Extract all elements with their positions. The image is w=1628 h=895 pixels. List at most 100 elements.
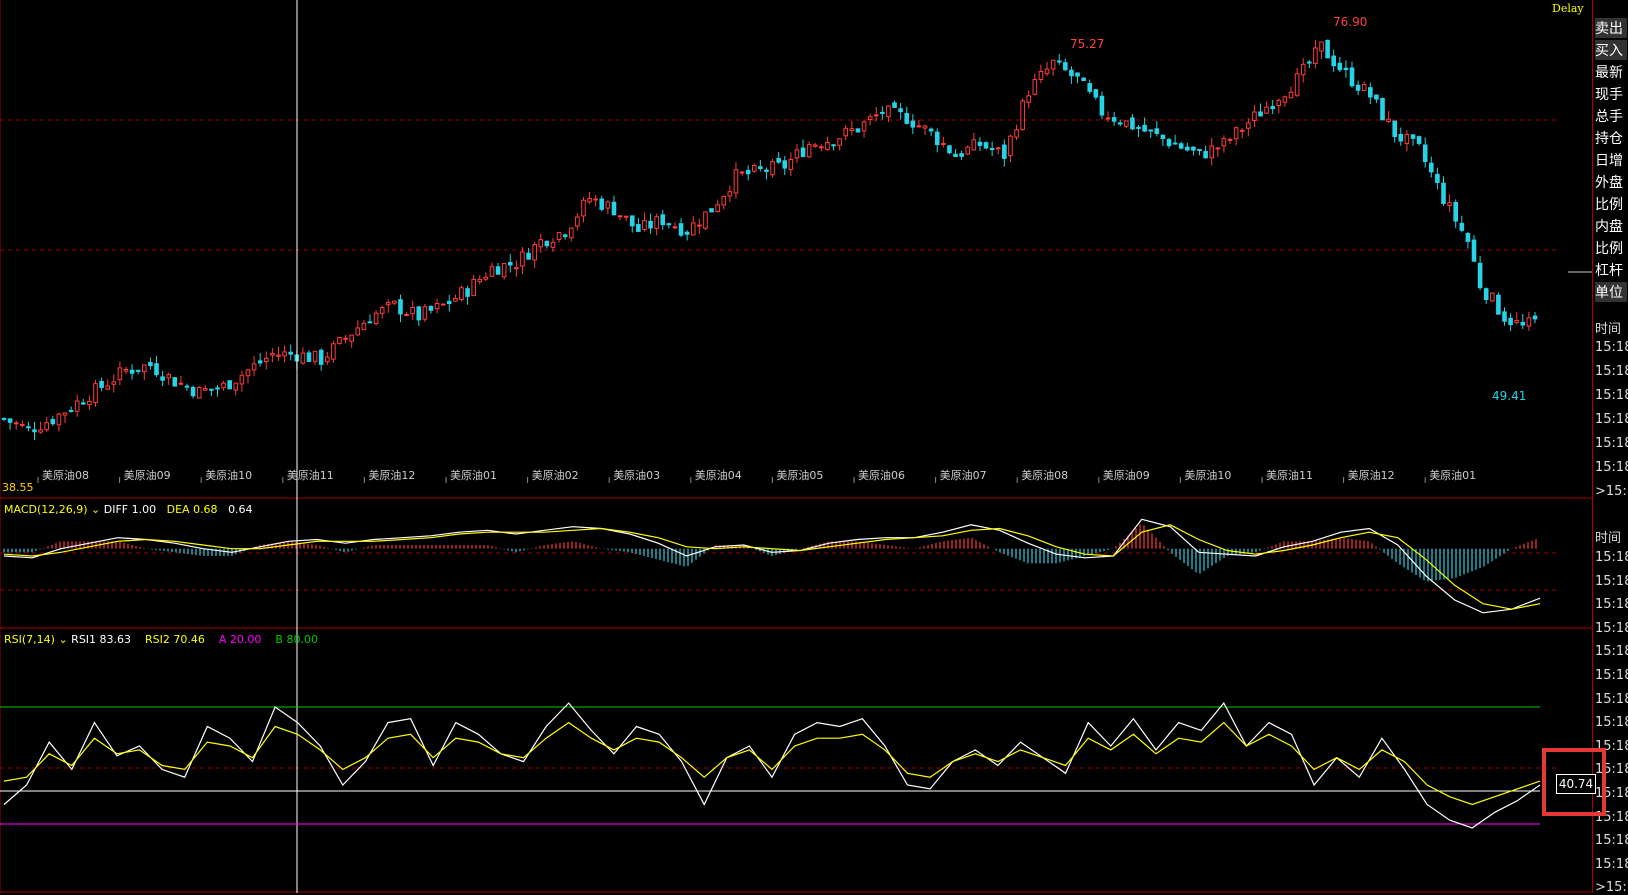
candle-body (32, 429, 37, 433)
candle-body (111, 381, 117, 385)
candle-body (1319, 41, 1324, 52)
time-header: 时间 (1595, 322, 1622, 337)
x-tick-label: 美原油10 (1184, 468, 1231, 482)
candle-body (520, 251, 525, 267)
candle-body (7, 418, 13, 423)
candle-body (581, 199, 586, 217)
candle-body (1374, 94, 1379, 100)
candle-body (1343, 67, 1349, 71)
rsi1-value: RSI1 83.63 (71, 633, 132, 646)
x-tick-label: 美原油07 (940, 468, 987, 482)
price-low-label: 49.41 (1492, 389, 1527, 403)
candle-body (428, 305, 434, 311)
candle-body (1203, 151, 1208, 159)
candle-body (636, 224, 641, 232)
candle-body (446, 300, 452, 305)
candle-body (1270, 106, 1276, 110)
candle-body (873, 114, 879, 117)
candle-body (751, 164, 757, 172)
x-tick-label: 美原油12 (368, 468, 415, 482)
candle-body (782, 160, 788, 169)
candle-body (1465, 233, 1471, 242)
candle-body (202, 388, 208, 391)
candle-body (337, 336, 342, 344)
candle-body (343, 337, 348, 340)
candle-body (831, 144, 836, 147)
candle-body (709, 208, 714, 213)
x-tick-label: 美原油08 (42, 468, 89, 482)
sidebar-item-12: 单位 (1595, 282, 1627, 302)
candle-body (910, 120, 916, 128)
candle-body (1441, 182, 1446, 205)
candle-body (898, 108, 903, 113)
candle-body (861, 121, 867, 132)
candle-body (1435, 173, 1440, 183)
candle-body (288, 351, 293, 355)
candle-body (947, 145, 952, 154)
candle-body (1502, 311, 1507, 322)
sidebar-item-8: 比例 (1595, 197, 1623, 213)
candle-body (148, 362, 153, 367)
candle-body (1307, 61, 1312, 64)
chart-canvas[interactable]: 美原油08 美原油09 美原油10 美原油11 美原油12 美原油01 美原油02 美原油03… (0, 0, 1592, 893)
candle-body (587, 198, 592, 203)
rsi-title[interactable]: RSI(7,14) (4, 633, 55, 646)
candle-body (38, 429, 43, 433)
candle-body (934, 131, 940, 146)
candle-body (178, 382, 184, 385)
candle-body (1258, 111, 1263, 117)
candle-body (56, 413, 62, 426)
candle-body (166, 374, 171, 379)
candle-body (1002, 144, 1007, 159)
candle-body (623, 215, 629, 218)
candle-body (642, 220, 647, 230)
candle-body (977, 141, 983, 146)
candle-body (1026, 95, 1032, 103)
candle-body (806, 144, 812, 158)
candle-body (245, 369, 251, 377)
x-tick-label: 美原油01 (450, 468, 497, 482)
candle-body (812, 144, 818, 147)
candle-body (477, 278, 483, 283)
candle-body (1105, 117, 1111, 120)
candle-body (501, 263, 507, 278)
sidebar-item-7: 外盘 (1595, 175, 1623, 191)
candle-body (953, 153, 958, 158)
sidebar-item-6: 日增 (1595, 153, 1623, 169)
candle-body (1453, 201, 1459, 222)
candle-body (1355, 84, 1361, 91)
candle-body (684, 231, 690, 235)
candle-body (68, 409, 74, 412)
macd-title[interactable]: MACD(12,26,9) (4, 503, 88, 516)
candle-body (1520, 321, 1526, 326)
candle-body (739, 171, 745, 174)
candle-body (331, 343, 336, 360)
candle-body (233, 382, 239, 391)
rsi-b-value: B 80.00 (275, 633, 318, 646)
candle-body (1239, 129, 1245, 132)
candle-body (471, 278, 476, 297)
chevron-down-icon[interactable]: ⌄ (87, 503, 104, 516)
x-tick-label: 美原油08 (1021, 468, 1068, 482)
candle-body (312, 350, 318, 362)
candle-body (1532, 315, 1538, 320)
candle-body (1032, 79, 1038, 95)
candle-body (776, 158, 781, 163)
candle-body (1087, 83, 1093, 92)
candle-body (154, 363, 159, 376)
candle-body (941, 142, 946, 145)
candle-body (190, 386, 196, 397)
candle-body (1050, 59, 1056, 70)
candle-body (983, 142, 989, 149)
sidebar-item-3: 现手 (1595, 87, 1623, 103)
candle-body (666, 223, 672, 226)
candle-body (904, 112, 910, 124)
candle-body (349, 334, 354, 342)
candle-body (922, 125, 928, 129)
candle-body (422, 306, 428, 320)
candle-body (1124, 120, 1129, 127)
sidebar-item-2: 最新 (1595, 65, 1623, 81)
candle-body (44, 422, 49, 431)
chevron-down-icon[interactable]: ⌄ (54, 633, 72, 646)
